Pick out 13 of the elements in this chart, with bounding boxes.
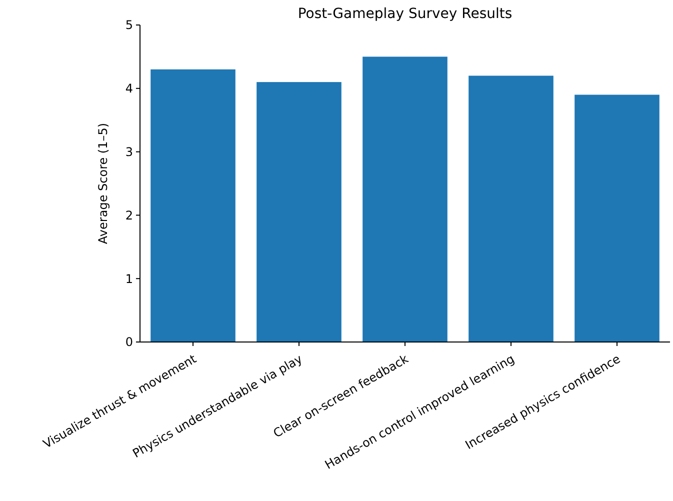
y-tick-label: 0 — [125, 335, 133, 350]
bar — [150, 69, 236, 342]
bar — [574, 94, 660, 342]
bar — [362, 56, 448, 342]
y-tick-label: 1 — [125, 272, 133, 286]
bar — [256, 82, 342, 342]
y-axis-title: Average Score (1–5) — [96, 122, 110, 244]
chart-title: Post-Gameplay Survey Results — [298, 6, 512, 22]
y-tick-label: 2 — [125, 208, 133, 222]
y-tick-label: 3 — [125, 145, 133, 159]
bar — [468, 76, 554, 342]
y-tick-label: 5 — [125, 18, 133, 32]
y-tick-label: 4 — [125, 82, 133, 96]
